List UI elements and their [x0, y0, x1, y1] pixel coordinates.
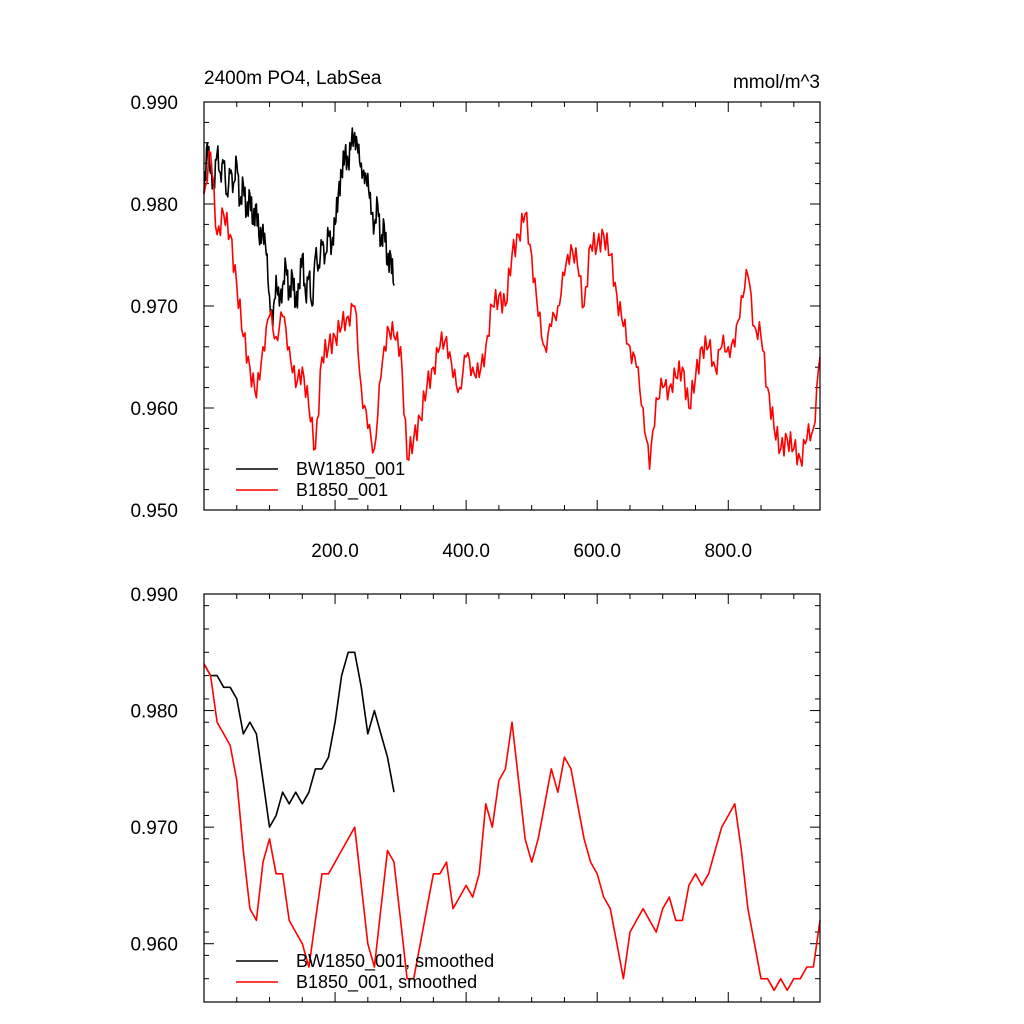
- legend-label-bw1850: BW1850_001: [296, 459, 405, 480]
- y-tick-label: 0.960: [130, 399, 178, 420]
- top-title-left: 2400m PO4, LabSea: [204, 68, 382, 89]
- top-series-line-bw1850: [203, 127, 395, 328]
- bottom-legend: BW1850_001, smoothed B1850_001, smoothed: [236, 951, 494, 993]
- legend-label-bw1850-smoothed: BW1850_001, smoothed: [296, 951, 494, 972]
- top-panel: 2400m PO4, LabSea mmol/m^3 0.9500.9600.9…: [130, 68, 821, 562]
- top-plot-frame: [203, 101, 821, 511]
- top-title-right: mmol/m^3: [733, 72, 820, 93]
- y-tick-label: 0.960: [130, 935, 178, 956]
- y-tick-label: 0.980: [130, 702, 178, 723]
- y-tick-label: 0.950: [130, 501, 178, 522]
- legend-label-b1850-smoothed: B1850_001, smoothed: [296, 972, 477, 993]
- y-tick-label: 0.970: [130, 297, 178, 318]
- x-tick-label: 200.0: [311, 541, 359, 562]
- top-legend: BW1850_001 B1850_001: [236, 459, 405, 501]
- bottom-series-line-bw1850: [203, 651, 395, 828]
- y-tick-label: 0.990: [130, 93, 178, 114]
- bottom-series-group: [203, 651, 821, 992]
- bottom-series-line-b1850: [203, 663, 821, 992]
- y-tick-label: 0.980: [130, 195, 178, 216]
- x-tick-label: 400.0: [442, 541, 490, 562]
- bottom-panel: 0.960 0.970 0.980 0.990 BW1850_001, smoothe…: [130, 585, 821, 1003]
- legend-label-b1850: B1850_001: [296, 480, 388, 501]
- top-series-line-b1850: [203, 150, 821, 470]
- top-series-group: [203, 127, 821, 470]
- bottom-ticks: 0.960 0.970 0.980 0.990: [130, 585, 820, 1003]
- x-tick-label: 600.0: [573, 541, 621, 562]
- x-tick-label: 800.0: [704, 541, 752, 562]
- bottom-plot-frame: [203, 593, 821, 1003]
- y-tick-label: 0.970: [130, 818, 178, 839]
- y-tick-label: 0.990: [130, 585, 178, 606]
- top-ticks: 0.950 0.960 0.970 0.980 0.990 200.0 400.0 600.0…: [130, 93, 820, 562]
